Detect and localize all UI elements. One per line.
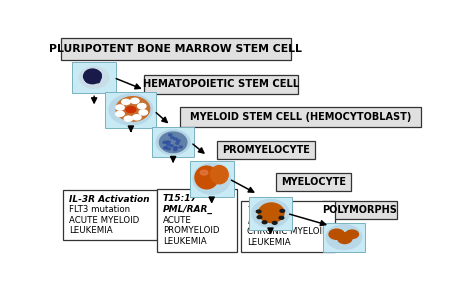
Text: T15:17: T15:17: [163, 194, 198, 203]
Ellipse shape: [326, 225, 362, 250]
Text: PROMYELOCYTE: PROMYELOCYTE: [222, 145, 310, 155]
Ellipse shape: [201, 170, 208, 175]
Ellipse shape: [159, 132, 187, 153]
Circle shape: [174, 147, 177, 149]
FancyBboxPatch shape: [190, 161, 234, 197]
Circle shape: [167, 144, 170, 146]
Circle shape: [124, 116, 133, 121]
Ellipse shape: [337, 233, 352, 243]
Ellipse shape: [116, 97, 150, 121]
Text: PLURIPOTENT BONE MARROW STEM CELL: PLURIPOTENT BONE MARROW STEM CELL: [49, 44, 302, 54]
Circle shape: [179, 146, 182, 148]
Ellipse shape: [86, 79, 92, 83]
Circle shape: [256, 210, 261, 213]
FancyBboxPatch shape: [322, 201, 397, 219]
Text: LEUKEMIA: LEUKEMIA: [163, 237, 207, 246]
Text: POLYMORPHS: POLYMORPHS: [322, 205, 397, 215]
Ellipse shape: [96, 72, 101, 76]
Text: LEUKEMIA: LEUKEMIA: [69, 226, 113, 235]
Circle shape: [163, 141, 166, 144]
Ellipse shape: [346, 230, 358, 239]
Circle shape: [175, 142, 179, 144]
Circle shape: [273, 222, 277, 224]
Circle shape: [279, 217, 284, 219]
Text: PROMYELOID: PROMYELOID: [163, 226, 219, 236]
Ellipse shape: [156, 130, 190, 155]
Circle shape: [262, 221, 267, 224]
Circle shape: [122, 99, 130, 105]
Ellipse shape: [195, 166, 218, 189]
Text: bcr/abl: bcr/abl: [247, 217, 283, 226]
Circle shape: [167, 141, 170, 143]
Circle shape: [171, 137, 174, 139]
Ellipse shape: [79, 67, 109, 88]
Text: LEUKEMIA: LEUKEMIA: [247, 238, 291, 246]
FancyBboxPatch shape: [156, 189, 237, 252]
FancyBboxPatch shape: [276, 173, 351, 191]
Circle shape: [177, 140, 180, 142]
Circle shape: [126, 107, 136, 113]
Circle shape: [164, 141, 168, 143]
FancyBboxPatch shape: [63, 190, 156, 241]
Circle shape: [257, 216, 262, 219]
FancyBboxPatch shape: [105, 92, 156, 127]
FancyBboxPatch shape: [241, 201, 335, 252]
Circle shape: [164, 146, 168, 149]
Text: MYELOID STEM CELL (HEMOCYTOBLAST): MYELOID STEM CELL (HEMOCYTOBLAST): [190, 112, 411, 122]
FancyBboxPatch shape: [217, 141, 315, 159]
Text: ACUTE MYELOID: ACUTE MYELOID: [69, 216, 139, 225]
Ellipse shape: [83, 69, 101, 84]
Ellipse shape: [95, 80, 100, 83]
Text: HEMATOPOIETIC STEM CELL: HEMATOPOIETIC STEM CELL: [143, 79, 299, 89]
Ellipse shape: [109, 94, 153, 125]
Circle shape: [170, 145, 173, 147]
Ellipse shape: [259, 203, 284, 223]
Text: T9:22: T9:22: [247, 206, 276, 215]
Circle shape: [173, 149, 177, 151]
Circle shape: [169, 134, 172, 136]
FancyBboxPatch shape: [73, 62, 116, 93]
FancyBboxPatch shape: [152, 127, 194, 157]
Text: CHRONIC MYELOID: CHRONIC MYELOID: [247, 227, 329, 236]
Ellipse shape: [252, 200, 289, 227]
FancyBboxPatch shape: [181, 107, 421, 127]
Text: PML/RAR_: PML/RAR_: [163, 205, 213, 214]
Ellipse shape: [329, 229, 344, 239]
Circle shape: [139, 110, 147, 115]
Ellipse shape: [210, 166, 228, 184]
Circle shape: [173, 138, 177, 140]
Circle shape: [174, 147, 177, 149]
Text: IL-3R Activation: IL-3R Activation: [69, 195, 150, 204]
FancyBboxPatch shape: [249, 197, 292, 230]
Circle shape: [131, 98, 139, 103]
Text: FLT3 mutation: FLT3 mutation: [69, 205, 130, 214]
Circle shape: [137, 103, 146, 109]
Text: MYELOCYTE: MYELOCYTE: [281, 177, 346, 187]
Circle shape: [133, 115, 141, 120]
FancyBboxPatch shape: [61, 38, 291, 60]
FancyBboxPatch shape: [144, 75, 298, 94]
Circle shape: [280, 209, 284, 212]
Circle shape: [164, 147, 167, 149]
Ellipse shape: [193, 163, 230, 194]
Circle shape: [116, 111, 124, 116]
Circle shape: [167, 148, 171, 150]
Circle shape: [116, 105, 124, 110]
FancyBboxPatch shape: [323, 222, 365, 252]
Text: ACUTE: ACUTE: [163, 216, 191, 225]
